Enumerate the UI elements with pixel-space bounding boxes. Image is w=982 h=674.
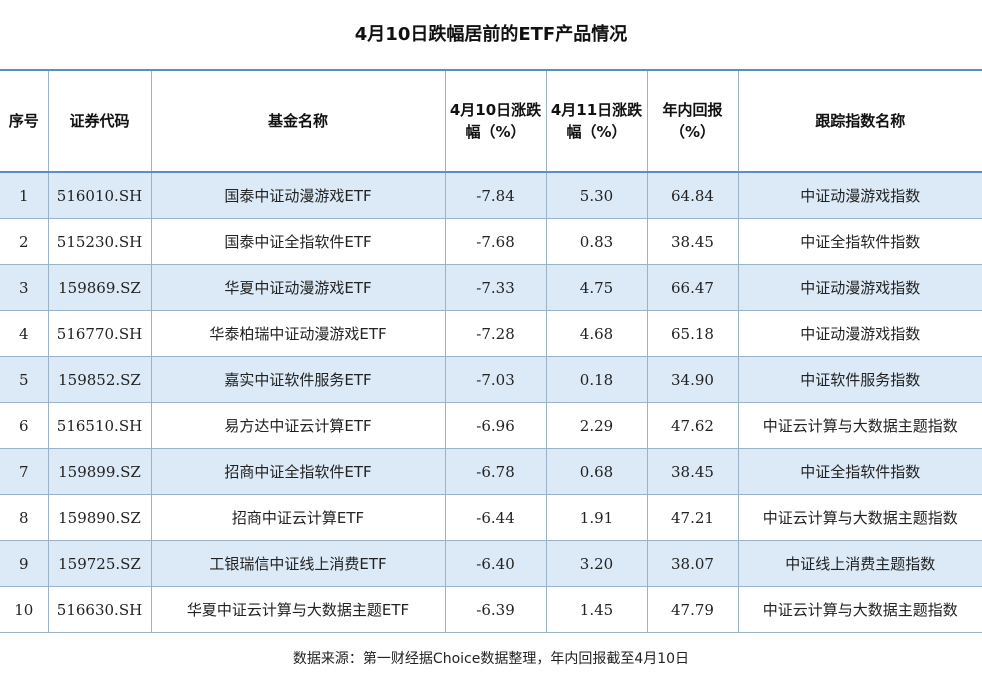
- cell-chg-0411: 4.75: [545, 264, 648, 311]
- cell-chg-0411: 0.68: [545, 448, 648, 495]
- cell-index: 中证软件服务指数: [737, 356, 982, 403]
- cell-name: 易方达中证云计算ETF: [150, 402, 446, 449]
- cell-chg-0411: 0.83: [545, 218, 648, 265]
- cell-code: 516630.SH: [47, 586, 152, 633]
- cell-ytd: 38.45: [646, 218, 739, 265]
- cell-name: 国泰中证动漫游戏ETF: [150, 171, 446, 219]
- cell-index: 中证动漫游戏指数: [737, 310, 982, 357]
- cell-name: 华夏中证云计算与大数据主题ETF: [150, 586, 446, 633]
- cell-chg-0411: 1.91: [545, 494, 648, 541]
- cell-ytd: 47.62: [646, 402, 739, 449]
- cell-chg-0411: 0.18: [545, 356, 648, 403]
- cell-code: 516510.SH: [47, 402, 152, 449]
- cell-seq: 3: [0, 264, 49, 311]
- cell-name: 华泰柏瑞中证动漫游戏ETF: [150, 310, 446, 357]
- cell-index: 中证动漫游戏指数: [737, 264, 982, 311]
- header-ytd: 年内回报（%）: [646, 69, 739, 173]
- table-row: 1 516010.SH 国泰中证动漫游戏ETF -7.84 5.30 64.84 中证动漫游…: [0, 171, 982, 219]
- cell-seq: 7: [0, 448, 49, 495]
- cell-seq: 5: [0, 356, 49, 403]
- cell-ytd: 38.45: [646, 448, 739, 495]
- cell-chg-0410: -7.03: [444, 356, 547, 403]
- table-row: 5 159852.SZ 嘉实中证软件服务ETF -7.03 0.18 34.90 中证软件服…: [0, 356, 982, 403]
- cell-chg-0410: -7.68: [444, 218, 547, 265]
- page-title: 4月10日跌幅居前的ETF产品情况: [354, 24, 628, 45]
- cell-chg-0411: 2.29: [545, 402, 648, 449]
- cell-chg-0410: -6.78: [444, 448, 547, 495]
- cell-name: 国泰中证全指软件ETF: [150, 218, 446, 265]
- cell-chg-0410: -7.28: [444, 310, 547, 357]
- cell-chg-0411: 3.20: [545, 540, 648, 587]
- cell-code: 159869.SZ: [47, 264, 152, 311]
- cell-seq: 10: [0, 586, 49, 633]
- cell-seq: 2: [0, 218, 49, 265]
- cell-index: 中证云计算与大数据主题指数: [737, 494, 982, 541]
- cell-seq: 4: [0, 310, 49, 357]
- table-row: 9 159725.SZ 工银瑞信中证线上消费ETF -6.40 3.20 38.07 中证线…: [0, 540, 982, 587]
- header-chg-0410: 4月10日涨跌幅（%）: [444, 69, 547, 173]
- cell-index: 中证全指软件指数: [737, 218, 982, 265]
- cell-chg-0410: -6.44: [444, 494, 547, 541]
- table-row: 6 516510.SH 易方达中证云计算ETF -6.96 2.29 47.62 中证云计算…: [0, 402, 982, 449]
- table-row: 4 516770.SH 华泰柏瑞中证动漫游戏ETF -7.28 4.68 65.18 中证动…: [0, 310, 982, 357]
- cell-ytd: 66.47: [646, 264, 739, 311]
- header-seq: 序号: [0, 69, 49, 173]
- header-code: 证券代码: [47, 69, 152, 173]
- cell-ytd: 64.84: [646, 171, 739, 219]
- table-row: 2 515230.SH 国泰中证全指软件ETF -7.68 0.83 38.45 中证全指软…: [0, 218, 982, 265]
- cell-seq: 6: [0, 402, 49, 449]
- cell-code: 516770.SH: [47, 310, 152, 357]
- cell-chg-0410: -6.39: [444, 586, 547, 633]
- cell-name: 工银瑞信中证线上消费ETF: [150, 540, 446, 587]
- cell-name: 招商中证云计算ETF: [150, 494, 446, 541]
- cell-seq: 8: [0, 494, 49, 541]
- cell-name: 招商中证全指软件ETF: [150, 448, 446, 495]
- header-index: 跟踪指数名称: [737, 69, 982, 173]
- table-row: 8 159890.SZ 招商中证云计算ETF -6.44 1.91 47.21 中证云计算与…: [0, 494, 982, 541]
- cell-code: 159899.SZ: [47, 448, 152, 495]
- cell-seq: 9: [0, 540, 49, 587]
- cell-chg-0410: -7.84: [444, 171, 547, 219]
- cell-name: 嘉实中证软件服务ETF: [150, 356, 446, 403]
- cell-chg-0410: -6.40: [444, 540, 547, 587]
- cell-code: 516010.SH: [47, 171, 152, 219]
- cell-index: 中证全指软件指数: [737, 448, 982, 495]
- cell-ytd: 65.18: [646, 310, 739, 357]
- cell-index: 中证云计算与大数据主题指数: [737, 586, 982, 633]
- cell-seq: 1: [0, 171, 49, 219]
- cell-chg-0411: 4.68: [545, 310, 648, 357]
- cell-ytd: 38.07: [646, 540, 739, 587]
- cell-index: 中证动漫游戏指数: [737, 171, 982, 219]
- cell-code: 159890.SZ: [47, 494, 152, 541]
- cell-chg-0411: 1.45: [545, 586, 648, 633]
- cell-chg-0410: -6.96: [444, 402, 547, 449]
- cell-chg-0411: 5.30: [545, 171, 648, 219]
- cell-code: 515230.SH: [47, 218, 152, 265]
- cell-index: 中证云计算与大数据主题指数: [737, 402, 982, 449]
- table-row: 7 159899.SZ 招商中证全指软件ETF -6.78 0.68 38.45 中证全指软…: [0, 448, 982, 495]
- cell-code: 159852.SZ: [47, 356, 152, 403]
- table-row: 10 516630.SH 华夏中证云计算与大数据主题ETF -6.39 1.45 47.7…: [0, 586, 982, 633]
- cell-name: 华夏中证动漫游戏ETF: [150, 264, 446, 311]
- header-name: 基金名称: [150, 69, 446, 173]
- cell-ytd: 47.79: [646, 586, 739, 633]
- cell-ytd: 47.21: [646, 494, 739, 541]
- header-chg-0411: 4月11日涨跌幅（%）: [545, 69, 648, 173]
- cell-index: 中证线上消费主题指数: [737, 540, 982, 587]
- footnote: 数据来源：第一财经据Choice数据整理，年内回报截至4月10日: [292, 651, 690, 667]
- cell-code: 159725.SZ: [47, 540, 152, 587]
- etf-table: 序号 证券代码 基金名称 4月10日涨跌幅（%） 4月11日涨跌幅（%） 年内回…: [0, 69, 982, 633]
- header-row: 序号 证券代码 基金名称 4月10日涨跌幅（%） 4月11日涨跌幅（%） 年内回…: [0, 69, 982, 173]
- cell-chg-0410: -7.33: [444, 264, 547, 311]
- table-row: 3 159869.SZ 华夏中证动漫游戏ETF -7.33 4.75 66.47 中证动漫游…: [0, 264, 982, 311]
- cell-ytd: 34.90: [646, 356, 739, 403]
